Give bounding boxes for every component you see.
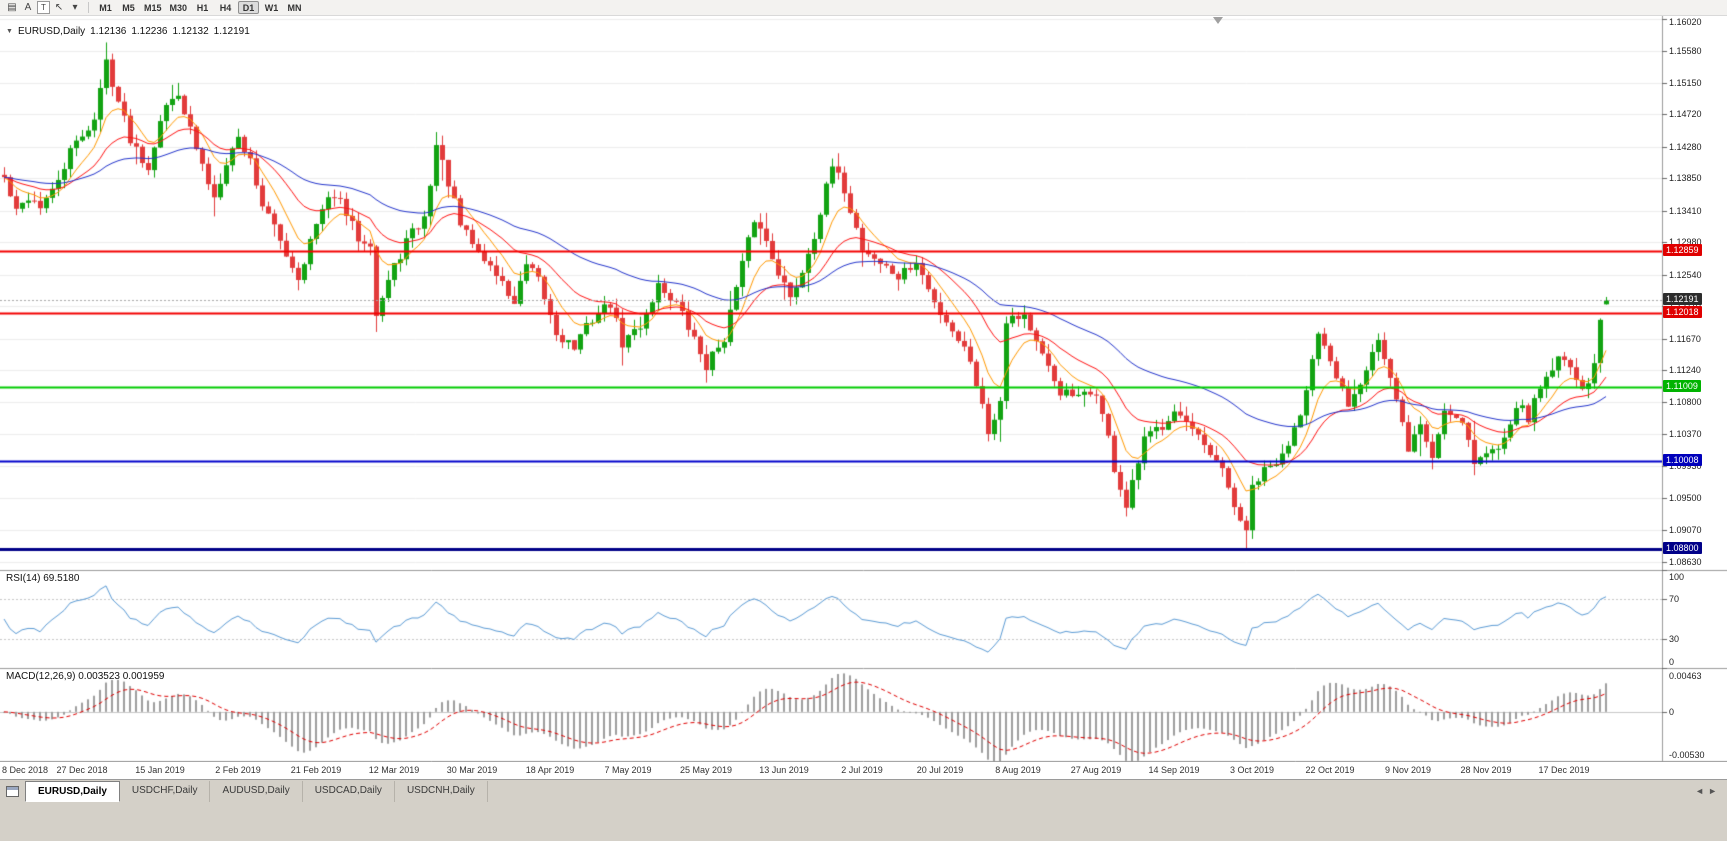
timeframe-w1[interactable]: W1: [264, 3, 279, 13]
date-label: 8 Dec 2018: [2, 765, 49, 775]
date-label: 17 Dec 2019: [1538, 765, 1590, 775]
date-label: 12 Mar 2019: [368, 765, 420, 775]
tab-usdcad-daily[interactable]: USDCAD,Daily: [303, 781, 395, 802]
chart-symbol-period: EURUSD,Daily: [17, 26, 86, 37]
chart-window-icon[interactable]: [6, 786, 19, 797]
timeframe-m30[interactable]: M30: [169, 3, 188, 13]
date-label: 25 May 2019: [679, 765, 733, 775]
date-label: 2 Jul 2019: [841, 765, 883, 775]
ohlc-close: 1.12191: [213, 26, 250, 37]
timeframe-d1[interactable]: D1: [238, 1, 260, 14]
tabs-nav: ◄ ►: [1689, 781, 1723, 801]
date-label: 27 Dec 2018: [56, 765, 108, 775]
date-label: 7 May 2019: [604, 765, 652, 775]
date-label: 28 Nov 2019: [1460, 765, 1512, 775]
date-label: 15 Jan 2019: [135, 765, 185, 775]
chart-shift-marker[interactable]: [1213, 17, 1223, 24]
timeframe-m1[interactable]: M1: [99, 3, 112, 13]
timeframe-m15[interactable]: M15: [144, 3, 162, 13]
chart-area: ▼ EURUSD,Daily 1.12136 1.12236 1.12132 1…: [0, 16, 1727, 779]
tab-usdchf-daily[interactable]: USDCHF,Daily: [120, 781, 211, 802]
date-label: 27 Aug 2019: [1070, 765, 1122, 775]
ohlc-low: 1.12132: [172, 26, 209, 37]
templates-icon[interactable]: ▤: [7, 1, 17, 13]
date-label: 9 Nov 2019: [1384, 765, 1432, 775]
ohlc-open: 1.12136: [90, 26, 127, 37]
toolbar-separator: [88, 2, 89, 13]
date-label: 14 Sep 2019: [1148, 765, 1200, 775]
time-scale[interactable]: 8 Dec 2018 27 Dec 2018 15 Jan 2019 2 Feb 20…: [0, 762, 1727, 779]
date-label: 18 Apr 2019: [525, 765, 575, 775]
price-chart-canvas[interactable]: [0, 16, 1727, 762]
date-label: 8 Aug 2019: [995, 765, 1041, 775]
chart-tabs-bar: EURUSD,Daily USDCHF,Daily AUDUSD,Daily USDC…: [0, 779, 1727, 841]
date-label: 20 Jul 2019: [916, 765, 964, 775]
date-label: 2 Feb 2019: [215, 765, 261, 775]
date-label: 21 Feb 2019: [290, 765, 342, 775]
date-label: 13 Jun 2019: [759, 765, 809, 775]
dropdown-caret-icon[interactable]: ▾: [72, 1, 78, 13]
rsi-indicator-label: RSI(14) 69.5180: [6, 573, 80, 584]
date-label: 30 Mar 2019: [446, 765, 498, 775]
date-label: 22 Oct 2019: [1305, 765, 1355, 775]
tabs-scroll-right-button[interactable]: ►: [1708, 786, 1717, 796]
timeframe-mn[interactable]: MN: [287, 3, 302, 13]
text-a-icon[interactable]: A: [24, 1, 32, 13]
tab-audusd-daily[interactable]: AUDUSD,Daily: [210, 781, 303, 802]
toolbar: ▤ A T ↖ ▾ M1 M5 M15 M30 H1 H4 D1 W1 MN: [0, 0, 1727, 16]
timeframe-h4[interactable]: H4: [219, 3, 232, 13]
chart-ohlc-header: ▼ EURUSD,Daily 1.12136 1.12236 1.12132 1…: [6, 26, 250, 37]
cursor-icon[interactable]: ↖: [54, 1, 64, 13]
collapse-icon[interactable]: ▼: [6, 28, 13, 35]
timeframe-m5[interactable]: M5: [122, 3, 135, 13]
macd-indicator-label: MACD(12,26,9) 0.003523 0.001959: [6, 671, 165, 682]
tab-eurusd-daily[interactable]: EURUSD,Daily: [25, 781, 120, 802]
date-label: 3 Oct 2019: [1229, 765, 1275, 775]
timeframe-h1[interactable]: H1: [196, 3, 209, 13]
tabs-scroll-left-button[interactable]: ◄: [1695, 786, 1705, 796]
tab-usdcnh-daily[interactable]: USDCNH,Daily: [395, 781, 488, 802]
ohlc-high: 1.12236: [131, 26, 168, 37]
text-t-icon[interactable]: T: [37, 1, 50, 14]
